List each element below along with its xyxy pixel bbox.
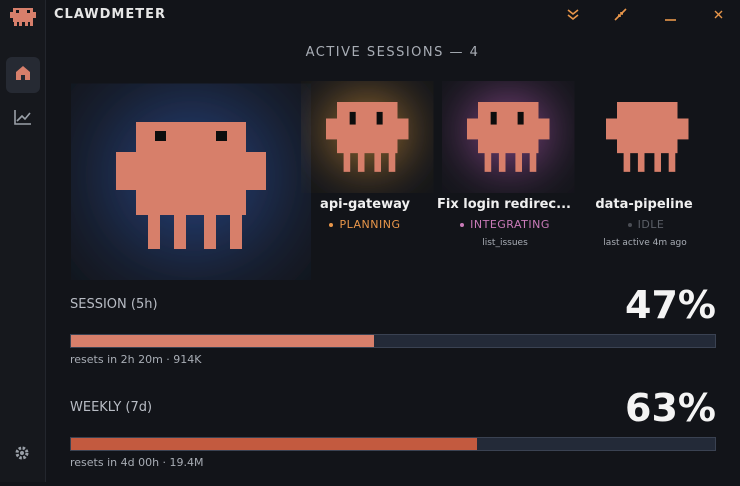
sidebar — [0, 0, 46, 482]
window-controls — [567, 8, 723, 21]
session-status: PLANNING — [339, 218, 401, 231]
usage-bar-track — [70, 437, 716, 451]
status-dot — [628, 223, 632, 227]
usage-percent: 47% — [625, 283, 716, 327]
session-status: INTEGRATING — [470, 218, 550, 231]
nav-settings[interactable] — [15, 446, 29, 460]
app-title: CLAWDMETER — [54, 7, 167, 22]
session-name[interactable]: api-gateway — [320, 197, 410, 212]
collapse-button[interactable] — [567, 9, 579, 21]
session-name[interactable]: data-pipeline — [595, 197, 693, 212]
session-detail: list_issues — [482, 238, 528, 248]
session-creature — [467, 102, 550, 172]
settings-dot — [20, 451, 24, 455]
usage-percent: 63% — [625, 386, 716, 430]
session-detail: last active 4m ago — [603, 238, 687, 248]
status-dot — [329, 223, 333, 227]
sessions-header: ACTIVE SESSIONS — 4 — [305, 45, 480, 60]
home-icon — [16, 66, 30, 80]
usage-label: SESSION (5h) — [70, 297, 158, 312]
session-status: IDLE — [637, 218, 665, 231]
sidebar-icons — [6, 8, 40, 460]
usage-note: resets in 4d 00h · 19.4M — [70, 456, 204, 469]
app-logo — [10, 8, 36, 26]
usage-label: WEEKLY (7d) — [70, 400, 153, 415]
usage-bar-fill — [71, 438, 477, 450]
status-dot — [460, 223, 464, 227]
main-creature — [116, 122, 266, 249]
usage-bar-track — [70, 334, 716, 348]
session-creature — [606, 102, 689, 172]
usage-bar-fill — [71, 335, 374, 347]
shrink-button[interactable] — [614, 8, 627, 21]
close-button[interactable] — [714, 10, 723, 19]
creatures — [116, 102, 689, 249]
nav-stats[interactable] — [14, 110, 31, 125]
session-creature — [326, 102, 409, 172]
session-name[interactable]: Fix login redirec... — [437, 197, 571, 212]
usage-note: resets in 2h 20m · 914K — [70, 353, 202, 366]
